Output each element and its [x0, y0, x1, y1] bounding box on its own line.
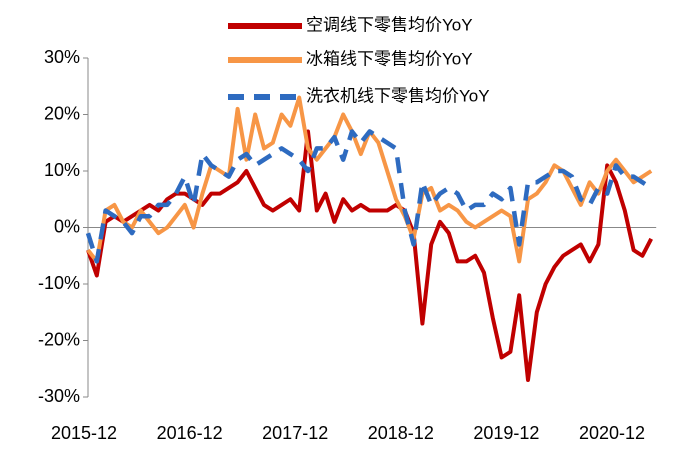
y-tick-label: -30%: [38, 386, 80, 406]
x-tick-label: 2016-12: [157, 423, 223, 443]
y-tick-label: -10%: [38, 273, 80, 293]
legend-label: 空调线下零售均价YoY: [306, 15, 473, 34]
y-tick-label: 10%: [44, 160, 80, 180]
y-tick-label: 0%: [54, 216, 80, 236]
y-tick-label: 30%: [44, 47, 80, 67]
x-tick-label: 2018-12: [368, 423, 434, 443]
series-line: [85, 129, 653, 264]
legend-label: 冰箱线下零售均价YoY: [306, 49, 473, 68]
y-tick-label: 20%: [44, 103, 80, 123]
x-tick-label: 2015-12: [51, 423, 117, 443]
x-tick-label: 2020-12: [579, 423, 645, 443]
series-line: [86, 129, 653, 383]
x-tick-label: 2017-12: [262, 423, 328, 443]
series-line: [86, 95, 653, 264]
legend-label: 洗衣机线下零售均价YoY: [306, 86, 490, 105]
y-tick-label: -20%: [38, 329, 80, 349]
x-tick-label: 2019-12: [473, 423, 539, 443]
